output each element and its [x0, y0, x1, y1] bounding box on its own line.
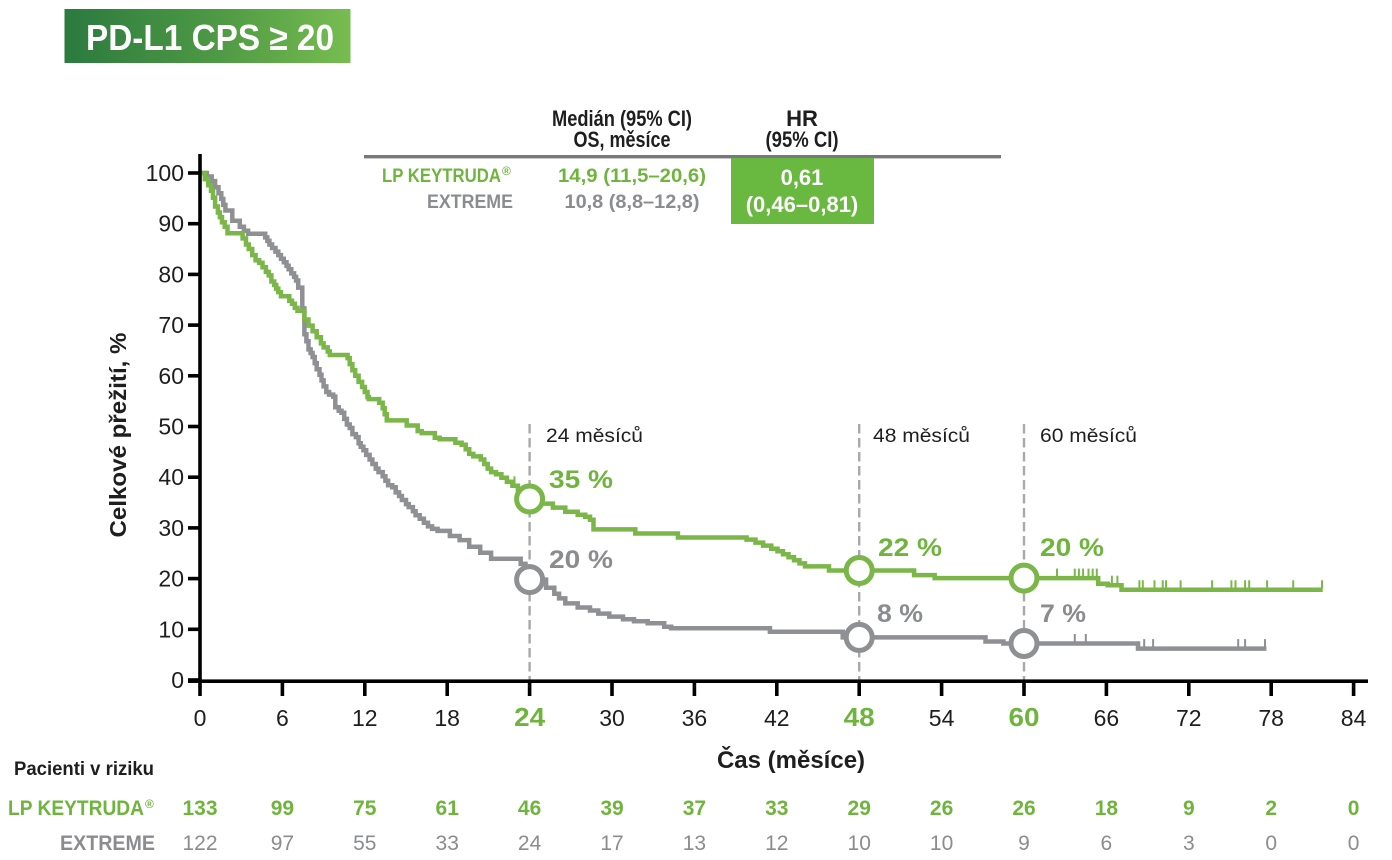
svg-text:24: 24 — [514, 702, 546, 732]
svg-text:20 %: 20 % — [1040, 534, 1104, 562]
svg-text:6: 6 — [1101, 832, 1113, 855]
svg-text:8 %: 8 % — [877, 600, 923, 628]
svg-text:42: 42 — [764, 705, 790, 731]
svg-text:0: 0 — [1348, 797, 1360, 820]
svg-text:48 měsíců: 48 měsíců — [873, 426, 970, 447]
svg-text:99: 99 — [271, 797, 294, 820]
svg-text:0: 0 — [171, 667, 184, 693]
svg-text:6: 6 — [276, 705, 289, 731]
svg-text:33: 33 — [436, 832, 459, 855]
svg-text:37: 37 — [683, 797, 706, 820]
svg-text:0: 0 — [1348, 832, 1360, 855]
svg-text:17: 17 — [600, 832, 623, 855]
svg-text:48: 48 — [844, 702, 875, 732]
svg-text:72: 72 — [1176, 705, 1202, 731]
svg-text:PD-L1 CPS ≥ 20: PD-L1 CPS ≥ 20 — [86, 17, 334, 58]
svg-text:133: 133 — [182, 797, 217, 820]
svg-text:HR: HR — [786, 106, 818, 131]
svg-text:0: 0 — [194, 705, 207, 731]
svg-text:EXTREME: EXTREME — [60, 832, 155, 855]
svg-text:12: 12 — [352, 705, 378, 731]
svg-text:®: ® — [145, 797, 154, 811]
svg-text:10: 10 — [930, 832, 953, 855]
svg-text:7 %: 7 % — [1040, 600, 1086, 628]
svg-text:46: 46 — [518, 797, 541, 820]
svg-text:97: 97 — [271, 832, 294, 855]
svg-text:Celkové přežití, %: Celkové přežití, % — [105, 333, 131, 538]
svg-text:18: 18 — [1095, 797, 1119, 820]
svg-text:®: ® — [502, 164, 511, 178]
svg-text:84: 84 — [1341, 705, 1367, 731]
svg-text:100: 100 — [146, 160, 184, 186]
svg-text:2: 2 — [1265, 797, 1277, 820]
svg-text:24: 24 — [518, 832, 542, 855]
svg-text:36: 36 — [682, 705, 708, 731]
svg-text:55: 55 — [353, 832, 376, 855]
svg-text:78: 78 — [1258, 705, 1284, 731]
svg-text:(95% CI): (95% CI) — [766, 127, 839, 152]
svg-text:40: 40 — [158, 464, 184, 490]
svg-text:OS, měsíce: OS, měsíce — [574, 127, 671, 152]
svg-text:Čas (měsíce): Čas (měsíce) — [717, 746, 865, 774]
svg-text:30: 30 — [599, 705, 625, 731]
svg-text:0: 0 — [1265, 832, 1277, 855]
svg-text:50: 50 — [158, 414, 184, 440]
svg-text:10,8 (8,8–12,8): 10,8 (8,8–12,8) — [565, 192, 700, 213]
svg-text:33: 33 — [765, 797, 788, 820]
svg-text:3: 3 — [1183, 832, 1195, 855]
svg-text:75: 75 — [353, 797, 377, 820]
svg-text:26: 26 — [930, 797, 953, 820]
svg-text:22 %: 22 % — [878, 534, 942, 562]
svg-text:Pacienti v riziku: Pacienti v riziku — [14, 759, 154, 780]
svg-text:LP KEYTRUDA: LP KEYTRUDA — [382, 166, 501, 187]
svg-text:30: 30 — [158, 515, 184, 541]
svg-text:35 %: 35 % — [549, 466, 613, 494]
svg-text:66: 66 — [1094, 705, 1120, 731]
svg-text:39: 39 — [600, 797, 623, 820]
svg-text:20 %: 20 % — [549, 546, 613, 574]
svg-text:122: 122 — [182, 832, 217, 855]
svg-text:10: 10 — [158, 616, 184, 642]
svg-text:60: 60 — [1009, 702, 1040, 732]
svg-text:24 měsíců: 24 měsíců — [546, 426, 643, 447]
svg-text:EXTREME: EXTREME — [427, 192, 513, 213]
svg-text:60 měsíců: 60 měsíců — [1040, 426, 1137, 447]
svg-text:61: 61 — [436, 797, 460, 820]
svg-text:(0,46–0,81): (0,46–0,81) — [746, 192, 859, 217]
svg-text:LP KEYTRUDA: LP KEYTRUDA — [8, 797, 144, 820]
svg-text:18: 18 — [434, 705, 460, 731]
svg-text:Medián (95% CI): Medián (95% CI) — [552, 106, 692, 131]
svg-text:9: 9 — [1183, 797, 1195, 820]
svg-text:90: 90 — [158, 211, 184, 237]
svg-text:10: 10 — [848, 832, 871, 855]
svg-text:60: 60 — [158, 363, 184, 389]
svg-text:9: 9 — [1018, 832, 1030, 855]
svg-text:12: 12 — [765, 832, 788, 855]
svg-text:20: 20 — [158, 566, 184, 592]
svg-text:0,61: 0,61 — [781, 165, 824, 190]
svg-text:29: 29 — [848, 797, 871, 820]
svg-text:80: 80 — [158, 261, 184, 287]
svg-text:54: 54 — [929, 705, 955, 731]
svg-text:26: 26 — [1012, 797, 1035, 820]
svg-text:13: 13 — [683, 832, 706, 855]
svg-text:70: 70 — [158, 312, 184, 338]
svg-text:14,9 (11,5–20,6): 14,9 (11,5–20,6) — [558, 166, 706, 187]
